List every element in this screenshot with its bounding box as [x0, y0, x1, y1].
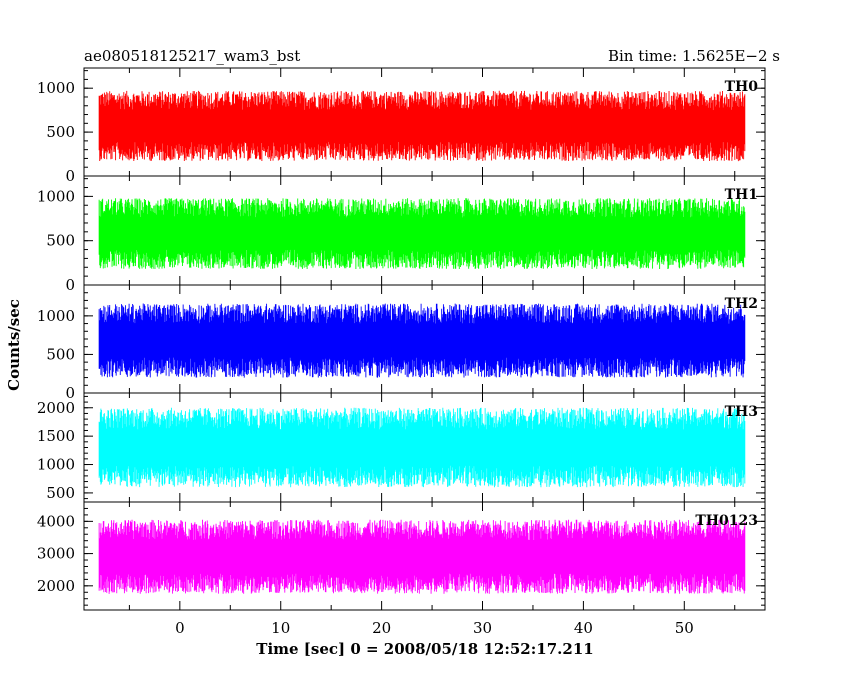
y-tick-label: 1000 — [37, 307, 75, 325]
y-tick-label: 1000 — [37, 456, 75, 474]
y-tick-label: 0 — [65, 276, 75, 294]
y-tick-label: 500 — [46, 345, 75, 363]
header-right: Bin time: 1.5625E−2 s — [608, 47, 780, 65]
x-tick-label: 50 — [675, 619, 694, 637]
panel-th1: 0 500 1000 TH1 — [37, 175, 766, 294]
y-tick-label: 1000 — [37, 187, 75, 205]
panel-label: TH2 — [725, 296, 758, 312]
panel-label: TH0123 — [695, 513, 758, 529]
x-tick-label: 40 — [574, 619, 593, 637]
panel-frame — [83, 501, 766, 611]
header-left: ae080518125217_wam3_bst — [84, 47, 300, 65]
series-th3-core — [99, 429, 745, 466]
y-tick-label: 1500 — [37, 427, 75, 445]
x-tick-label: 20 — [372, 619, 391, 637]
panel-label: TH1 — [725, 187, 758, 203]
y-tick-label: 2000 — [37, 577, 75, 595]
panel-th2: 0 500 1000 TH2 — [37, 284, 766, 402]
y-tick-label: 500 — [46, 484, 75, 502]
y-tick-label: 4000 — [37, 512, 75, 530]
y-tick-label: 0 — [65, 384, 75, 402]
series-th0123-core — [99, 540, 745, 574]
series-th1-core — [99, 217, 745, 250]
x-axis: 0 10 20 30 40 50 — [175, 619, 694, 637]
y-tick-label: 0 — [65, 167, 75, 185]
x-tick-label: 0 — [175, 619, 185, 637]
panel-th0123: 2000 3000 4000 TH0123 — [37, 501, 766, 611]
series-th2-core — [99, 323, 745, 358]
x-axis-label: Time [sec] 0 = 2008/05/18 12:52:17.211 — [256, 640, 593, 658]
x-tick-label: 10 — [271, 619, 290, 637]
y-tick-label: 2000 — [37, 399, 75, 417]
panel-label: TH3 — [725, 404, 758, 420]
panels-group: 0 500 1000 TH0 0 500 1000 TH1 0 500 1000 TH2 500 1000… — [37, 67, 766, 611]
panel-th3: 500 1000 1500 2000 TH3 — [37, 392, 766, 503]
panel-label: TH0 — [725, 79, 759, 95]
y-tick-label: 500 — [46, 123, 75, 141]
panel-th0: 0 500 1000 TH0 — [37, 67, 766, 185]
y-tick-label: 500 — [46, 232, 75, 250]
y-tick-label: 1000 — [37, 79, 75, 97]
series-th0-core — [99, 110, 745, 142]
x-tick-label: 30 — [473, 619, 492, 637]
y-tick-label: 3000 — [37, 545, 75, 563]
y-axis-label: Counts/sec — [5, 299, 23, 391]
